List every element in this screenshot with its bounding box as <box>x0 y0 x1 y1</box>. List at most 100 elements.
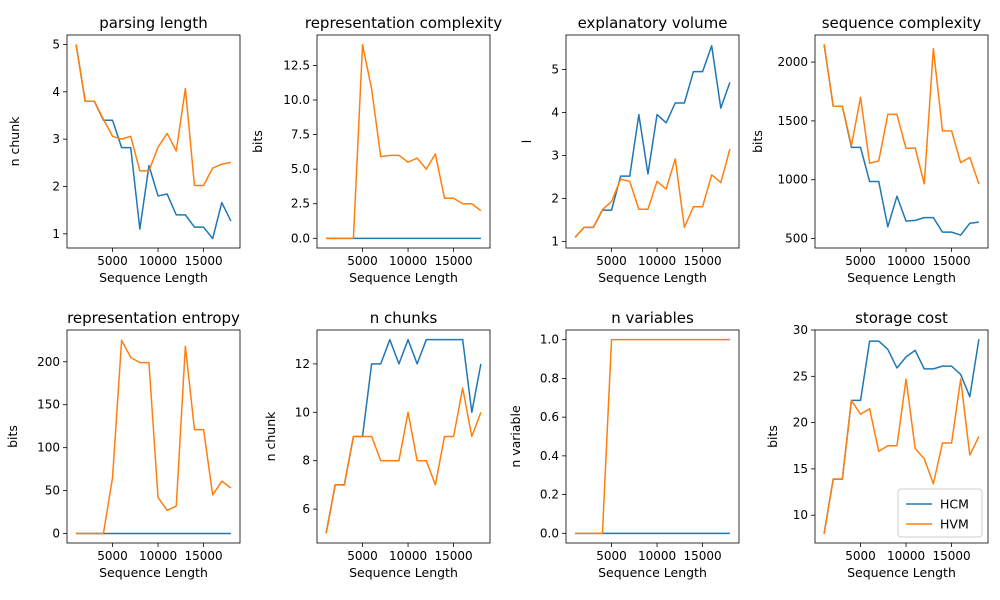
legend: HCM HVM <box>897 488 983 538</box>
y-tick-label: 10 <box>295 405 310 419</box>
x-tick-label: 5000 <box>845 549 876 563</box>
y-axis-label: n variable <box>508 405 523 468</box>
x-axis-label: Sequence Length <box>99 270 208 285</box>
y-tick-label: 100 <box>37 441 60 455</box>
y-tick-label: 2000 <box>777 55 808 69</box>
x-tick-label: 5000 <box>97 254 128 268</box>
y-tick-label: 50 <box>45 484 60 498</box>
y-tick-label: 6 <box>302 502 310 516</box>
axes-frame <box>66 329 241 544</box>
y-tick-label: 1500 <box>777 114 808 128</box>
x-tick-label: 15000 <box>683 254 721 268</box>
y-tick-label: 0.2 <box>540 488 559 502</box>
y-axis-label: bits <box>250 130 265 153</box>
x-tick-label: 10000 <box>389 549 427 563</box>
y-tick-label: 5 <box>551 62 559 76</box>
x-tick-label: 10000 <box>638 254 676 268</box>
y-tick-label: 12 <box>295 357 310 371</box>
y-tick-label: 7.5 <box>291 128 310 142</box>
y-tick-label: 0.0 <box>291 231 310 245</box>
subplot-7: 5000 10000 15000 0.0 0.2 0.4 0.6 0.8 1.0 n variab… <box>508 309 740 580</box>
subplot-title: n variables <box>611 309 694 327</box>
y-tick-label: 3 <box>551 148 559 162</box>
axes-frame <box>814 34 989 249</box>
y-tick-label: 10.0 <box>283 93 310 107</box>
x-tick-label: 15000 <box>184 549 222 563</box>
x-tick-label: 15000 <box>683 549 721 563</box>
series-line-hvm <box>326 43 482 240</box>
y-tick-label: 0.8 <box>540 371 559 385</box>
y-tick-label: 5.0 <box>291 162 310 176</box>
y-tick-label: 2 <box>52 179 60 193</box>
y-axis-label: n chunk <box>7 116 22 167</box>
legend-box <box>897 488 983 538</box>
x-tick-label: 5000 <box>845 254 876 268</box>
x-axis-label: Sequence Length <box>847 565 956 580</box>
y-tick-label: 1000 <box>777 173 808 187</box>
subplot-title: storage cost <box>855 309 948 327</box>
series-line-hvm <box>76 339 232 535</box>
x-axis-label: Sequence Length <box>847 270 956 285</box>
x-tick-label: 15000 <box>184 254 222 268</box>
y-axis-label: bits <box>750 130 765 153</box>
axes-frame <box>565 329 740 544</box>
x-tick-label: 5000 <box>347 549 378 563</box>
x-axis-label: Sequence Length <box>598 270 707 285</box>
subplot-title: representation complexity <box>305 14 502 32</box>
legend-label-hcm: HCM <box>940 497 969 512</box>
subplot-8: 5000 10000 15000 10 15 20 25 30 storage cost Sequ… <box>765 309 989 580</box>
y-tick-label: 3 <box>52 132 60 146</box>
x-tick-label: 15000 <box>932 549 970 563</box>
y-axis-label: n chunk <box>263 411 278 462</box>
x-tick-label: 10000 <box>139 254 177 268</box>
series-line-hvm <box>325 387 482 534</box>
y-tick-label: 2 <box>551 192 559 206</box>
x-tick-label: 15000 <box>932 254 970 268</box>
x-axis-label: Sequence Length <box>598 565 707 580</box>
y-axis-label: bits <box>5 425 20 448</box>
x-tick-label: 5000 <box>596 254 627 268</box>
x-axis-label: Sequence Length <box>349 565 458 580</box>
x-tick-label: 5000 <box>97 549 128 563</box>
y-tick-label: 8 <box>302 454 310 468</box>
y-tick-label: 0 <box>52 527 60 541</box>
x-tick-label: 10000 <box>139 549 177 563</box>
x-tick-label: 10000 <box>638 549 676 563</box>
x-tick-label: 10000 <box>887 254 925 268</box>
subplot-2: 5000 10000 15000 0.0 2.5 5.0 7.5 10.0 12.5 repres… <box>250 14 502 285</box>
subplot-6: 5000 10000 15000 6 8 10 12 n chunks Sequence Len… <box>263 309 491 580</box>
subplot-title: explanatory volume <box>578 14 728 32</box>
x-tick-label: 15000 <box>434 549 472 563</box>
subplot-1: 5000 10000 15000 1 2 3 4 5 parsing length Sequenc… <box>7 14 241 285</box>
y-tick-label: 30 <box>793 323 808 337</box>
series-line-hvm <box>823 378 980 534</box>
y-tick-label: 10 <box>793 508 808 522</box>
y-tick-label: 4 <box>52 85 60 99</box>
y-tick-label: 5 <box>52 37 60 51</box>
subplot-title: parsing length <box>99 14 207 32</box>
y-tick-label: 20 <box>793 416 808 430</box>
y-tick-label: 1 <box>551 235 559 249</box>
series-line-hvm <box>823 44 980 185</box>
axes-frame <box>814 329 989 544</box>
subplot-5: 5000 10000 15000 0 50 100 150 200 representation… <box>5 309 241 580</box>
axes-frame <box>565 34 740 249</box>
x-tick-label: 15000 <box>434 254 472 268</box>
series-line-hvm <box>75 44 232 187</box>
x-tick-label: 5000 <box>596 549 627 563</box>
series-line-hvm <box>574 148 731 238</box>
y-tick-label: 0.4 <box>540 449 559 463</box>
subplot-title: representation entropy <box>67 309 240 327</box>
subplot-title: n chunks <box>370 309 438 327</box>
y-tick-label: 1 <box>52 227 60 241</box>
subplot-3: 5000 10000 15000 1 2 3 4 5 explanatory volume Seq… <box>519 14 740 285</box>
x-axis-label: Sequence Length <box>349 270 458 285</box>
series-line-hcm <box>75 44 232 240</box>
y-tick-label: 0.0 <box>540 526 559 540</box>
y-tick-label: 500 <box>785 232 808 246</box>
x-axis-label: Sequence Length <box>99 565 208 580</box>
x-tick-label: 10000 <box>887 549 925 563</box>
subplot-4: 5000 10000 15000 500 1000 1500 2000 sequence co… <box>750 14 989 285</box>
y-axis-label: l <box>519 140 534 143</box>
